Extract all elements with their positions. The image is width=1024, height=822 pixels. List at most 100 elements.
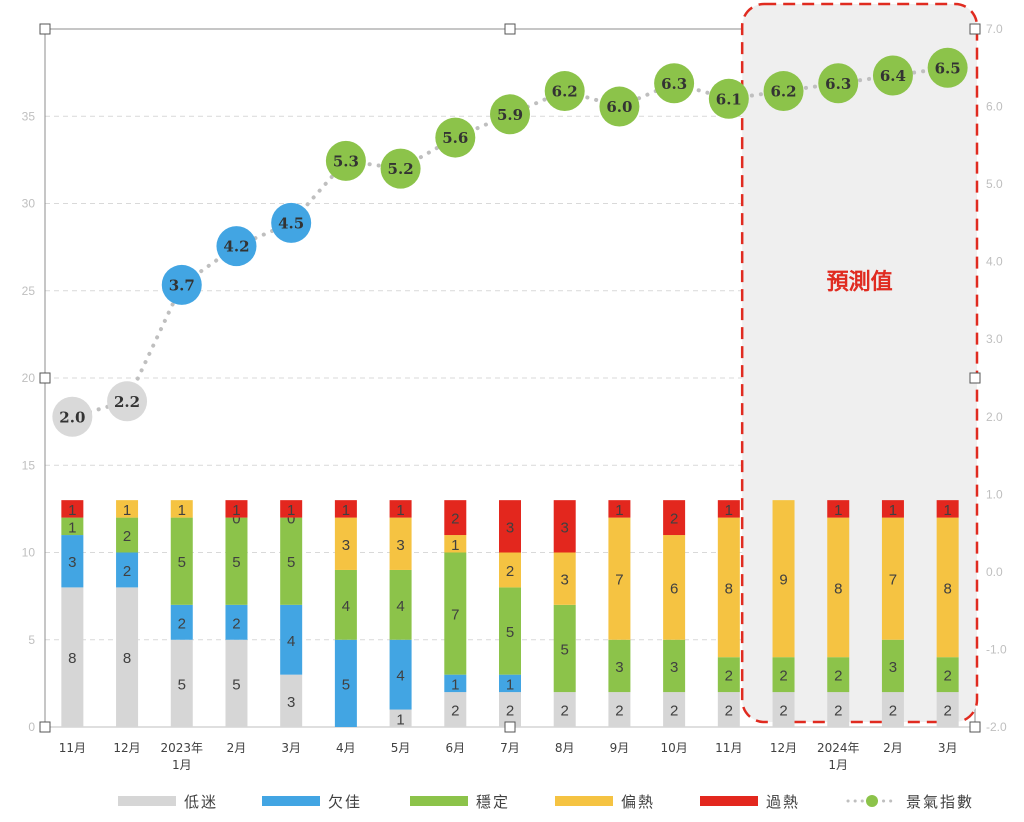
bar-value-label: 2 [834,703,842,720]
bar-segment [61,500,84,518]
bar-value-label: 8 [68,650,76,667]
index-point [271,202,312,243]
index-point [161,264,202,305]
bar-value-label: 2 [451,703,459,720]
bar-segment [827,692,850,727]
bar-segment [170,517,193,605]
index-point [107,381,148,422]
resize-handle[interactable] [39,23,51,35]
bar-segment [608,639,631,693]
x-tick-label: 5月 [391,741,411,755]
bar-value-label: 5 [232,554,240,571]
index-point-label: 4.5 [278,214,304,232]
resize-handle[interactable] [39,372,51,384]
bar-segment [280,500,303,518]
resize-handle[interactable] [504,23,516,35]
resize-handle[interactable] [969,372,981,384]
bar-value-label: 2 [451,511,459,528]
index-point-label: 6.4 [880,67,906,85]
bar-segment [225,517,248,605]
bar-value-label: 2 [506,563,514,580]
index-point-label: 5.3 [333,152,359,170]
bar-value-label: 2 [943,703,951,720]
bar-value-label: 3 [396,537,404,554]
bar-segment [936,692,959,727]
index-point [52,396,93,437]
forecast-label: 預測值 [827,269,893,295]
bar-value-label: 5 [287,554,295,571]
y-tick-left: 15 [22,458,36,472]
bar-value-label: 3 [287,694,295,711]
bar-value-label: 2 [779,703,787,720]
bar-value-label: 2 [615,703,623,720]
bar-segment [881,500,904,518]
bar-value-label: 1 [615,502,623,519]
bar-segment [772,692,795,727]
legend-swatch [118,796,176,806]
bar-segment [225,500,248,518]
index-point [380,148,421,189]
x-tick-label: 12月 [113,741,140,755]
bar-value-label: 1 [451,676,459,693]
bar-segment [389,709,412,727]
bar-segment [61,587,84,727]
y-tick-left: 20 [22,371,36,385]
bar-value-label: 1 [396,502,404,519]
x-tick-label: 2023年 1月 [160,741,203,772]
bar-segment [116,517,139,553]
y-tick-right: 0.0 [986,565,1003,579]
bar-value-label: 7 [615,572,623,589]
bar-segment [827,517,850,658]
bar-segment [717,517,740,658]
bar-value-label: 3 [561,572,569,589]
selection-handles[interactable] [39,23,981,733]
bar-segment [881,517,904,640]
bar-value-label: 8 [943,580,951,597]
bar-value-label: 2 [123,563,131,580]
index-point-label: 5.9 [497,106,523,124]
bar-segment [444,552,467,675]
resize-handle[interactable] [969,721,981,733]
bar-segment [717,657,740,693]
bar-value-label: 1 [396,711,404,728]
index-point-label: 5.6 [442,129,468,147]
x-tick-label: 2024年 1月 [817,741,860,772]
bar-segment [608,500,631,518]
bar-value-label: 1 [889,502,897,519]
bar-segment [881,692,904,727]
legend-label: 欠佳 [328,793,362,811]
index-point [708,78,749,119]
bar-value-label: 2 [834,668,842,685]
x-tick-label: 4月 [336,741,356,755]
y-tick-left: 5 [28,633,35,647]
bar-segment [936,657,959,693]
resize-handle[interactable] [504,721,516,733]
forecast-region: 預測值 [740,2,979,724]
index-point-label: 2.2 [114,393,140,411]
bar-value-label: 2 [670,703,678,720]
bar-value-label: 2 [561,703,569,720]
bar-segment [499,692,521,727]
bar-segment [553,604,576,693]
index-point-label: 6.3 [825,75,851,93]
y-tick-right: 3.0 [986,332,1003,346]
y-tick-left: 25 [22,284,36,298]
resize-handle[interactable] [39,721,51,733]
bar-segment [280,674,303,727]
index-point [818,63,859,104]
bar-value-label: 2 [178,615,186,632]
index-point-label: 6.5 [935,59,961,77]
stacked-bars: 8311822152515250134501543114431217122152… [61,500,959,728]
bar-segment [116,552,139,588]
bar-value-label: 2 [232,615,240,632]
bar-segment [827,500,850,518]
bar-value-label: 3 [561,519,569,536]
bar-value-label: 3 [342,537,350,554]
x-tick-label: 6月 [445,741,465,755]
resize-handle[interactable] [969,23,981,35]
legend: 低迷 欠佳 穩定 偏熱 過熱 景氣指數 [118,793,972,811]
bar-value-label: 1 [68,502,76,519]
bar-value-label: 5 [178,676,186,693]
bar-segment [116,587,139,727]
